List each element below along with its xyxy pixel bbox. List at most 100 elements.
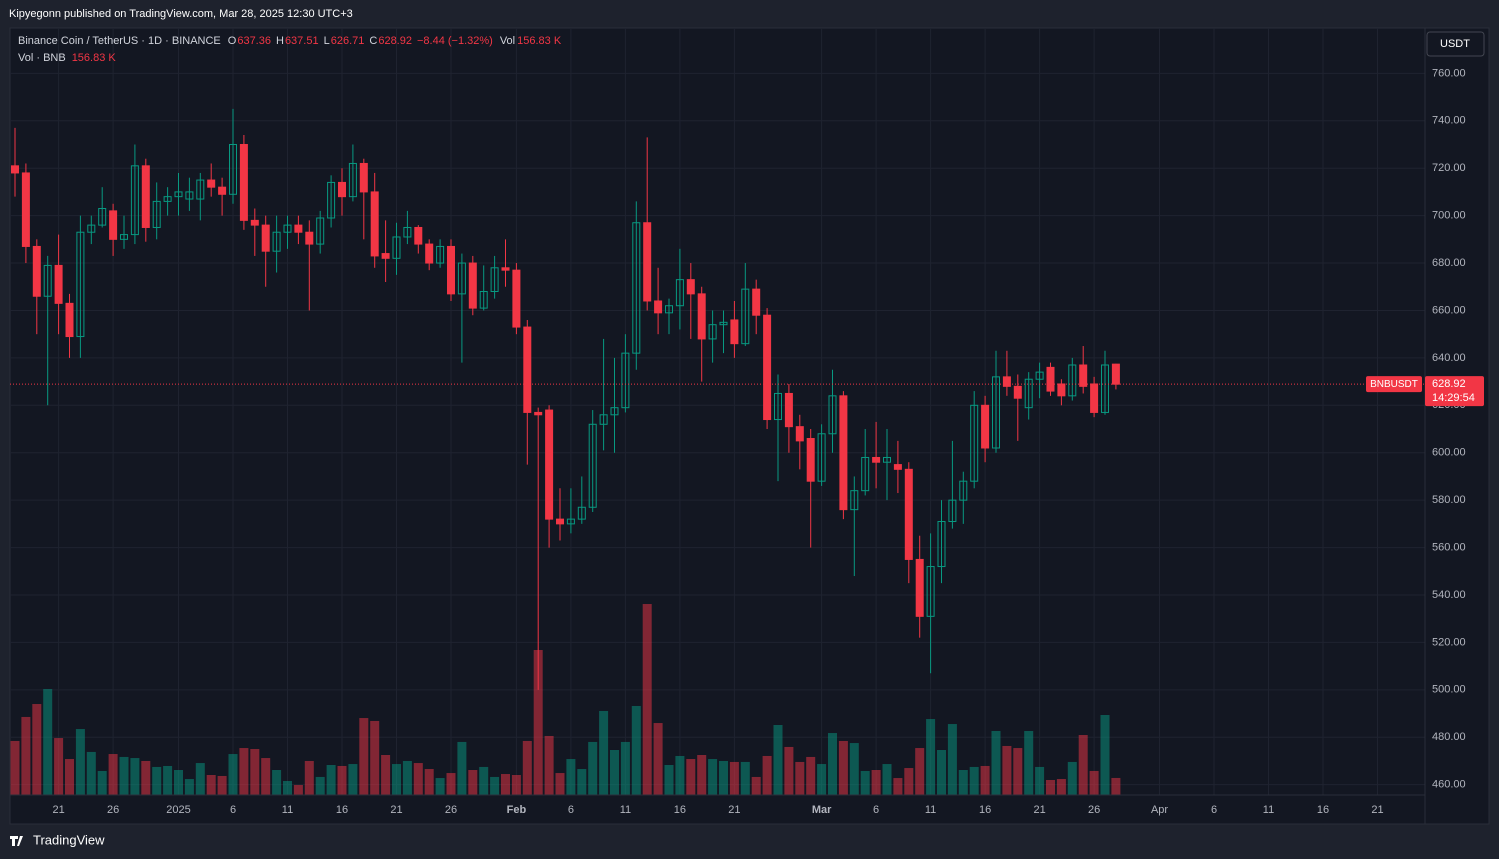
volume-bar <box>719 760 728 795</box>
volume-bar <box>1056 779 1066 795</box>
volume-bar <box>980 765 990 795</box>
candle-body <box>120 234 128 240</box>
candle-body <box>218 186 227 195</box>
volume-bar <box>555 773 565 795</box>
legend-text: O <box>228 35 237 47</box>
candle-body <box>1002 376 1011 387</box>
candle-body <box>294 224 303 233</box>
volume-bar <box>108 754 118 795</box>
candle-body <box>915 558 924 617</box>
volume-bar <box>163 765 173 795</box>
volume-bar <box>75 729 85 795</box>
legend-text: C <box>369 35 377 47</box>
legend-text: H <box>276 35 284 47</box>
volume-bar <box>642 604 652 795</box>
volume-bar <box>729 761 739 795</box>
candle-body <box>1068 364 1077 397</box>
candle-body <box>174 191 183 198</box>
volume-bar <box>522 740 532 795</box>
candle-body <box>948 499 957 522</box>
x-tick-label: 6 <box>1211 804 1217 816</box>
candle-body <box>11 165 19 174</box>
volume-bar <box>849 743 859 795</box>
candle-body <box>130 165 139 236</box>
volume-bar <box>293 784 303 795</box>
x-tick-label: Mar <box>812 804 832 816</box>
candle-body <box>730 319 739 345</box>
candle-body <box>534 411 543 416</box>
candle-body <box>675 279 684 307</box>
candle-body <box>588 423 597 508</box>
candle-body <box>1079 364 1088 387</box>
volume-bar <box>501 774 510 795</box>
candle-body <box>970 404 979 482</box>
y-tick-label: 520.00 <box>1432 636 1466 648</box>
x-tick-label: 11 <box>620 804 631 816</box>
candle-body <box>403 226 412 238</box>
volume-bar <box>479 766 489 795</box>
volume-bar <box>337 765 347 795</box>
candle-body <box>479 290 488 309</box>
volume-bar <box>119 756 129 795</box>
candle-body <box>501 267 510 271</box>
candle-body <box>883 456 891 463</box>
volume-bar <box>915 748 925 795</box>
volume-bar <box>631 705 641 795</box>
candle-body <box>468 262 477 309</box>
volume-bar <box>806 756 816 795</box>
x-tick-label: 11 <box>1263 804 1274 816</box>
legend-text: Vol <box>500 35 515 47</box>
candle-body <box>806 438 815 482</box>
candle-body <box>43 264 52 297</box>
volume-bar <box>1067 761 1077 795</box>
volume-bar <box>86 751 96 795</box>
volume-bar <box>838 740 848 795</box>
candle-body <box>512 269 521 328</box>
x-tick-label: 16 <box>674 804 686 816</box>
legend-text: 637.36 <box>237 35 271 47</box>
candle-body <box>774 392 782 421</box>
volume-bar <box>315 776 325 795</box>
candle-body <box>163 196 172 202</box>
volume-bar <box>152 766 162 795</box>
volume-bar <box>533 649 543 795</box>
candle-body <box>1111 363 1120 385</box>
volume-bar <box>1046 779 1055 795</box>
candle-body <box>1035 371 1044 380</box>
x-tick-label: 21 <box>1033 804 1045 816</box>
x-tick-label: 6 <box>568 804 574 816</box>
y-tick-label: 680.00 <box>1432 257 1466 269</box>
x-tick-label: 26 <box>107 804 119 816</box>
legend-text: L <box>324 35 330 47</box>
candle-body <box>381 253 390 259</box>
volume-bar <box>228 754 238 795</box>
candle-body <box>697 293 706 340</box>
legend-text: 637.51 <box>285 35 319 47</box>
candle-body <box>414 226 423 245</box>
x-tick-label: 16 <box>1317 804 1329 816</box>
candle-body <box>447 245 455 295</box>
volume-bar <box>174 769 183 795</box>
volume-bar <box>435 778 445 795</box>
volume-bar <box>926 719 936 795</box>
candle-body <box>207 179 216 188</box>
volume-bar <box>457 741 467 795</box>
candle-body <box>817 433 826 482</box>
volume-bar <box>424 769 434 795</box>
candle-body <box>545 409 554 520</box>
volume-bar <box>141 760 151 795</box>
currency[interactable]: USDT <box>1440 38 1470 50</box>
candle-body <box>261 224 270 252</box>
currency-button[interactable] <box>1426 31 1485 57</box>
candle-body <box>621 352 630 409</box>
candle-body <box>795 426 804 442</box>
volume-bar <box>599 710 609 795</box>
y-tick-label: 480.00 <box>1432 731 1466 743</box>
volume-bar <box>1024 730 1034 795</box>
x-tick-label: Feb <box>507 804 527 816</box>
volume-bar <box>413 763 423 795</box>
candle-body <box>861 456 870 492</box>
legend-text: −8.44 (−1.32%) <box>417 35 493 47</box>
volume-bar <box>21 716 31 795</box>
x-tick-label: 11 <box>282 804 293 816</box>
